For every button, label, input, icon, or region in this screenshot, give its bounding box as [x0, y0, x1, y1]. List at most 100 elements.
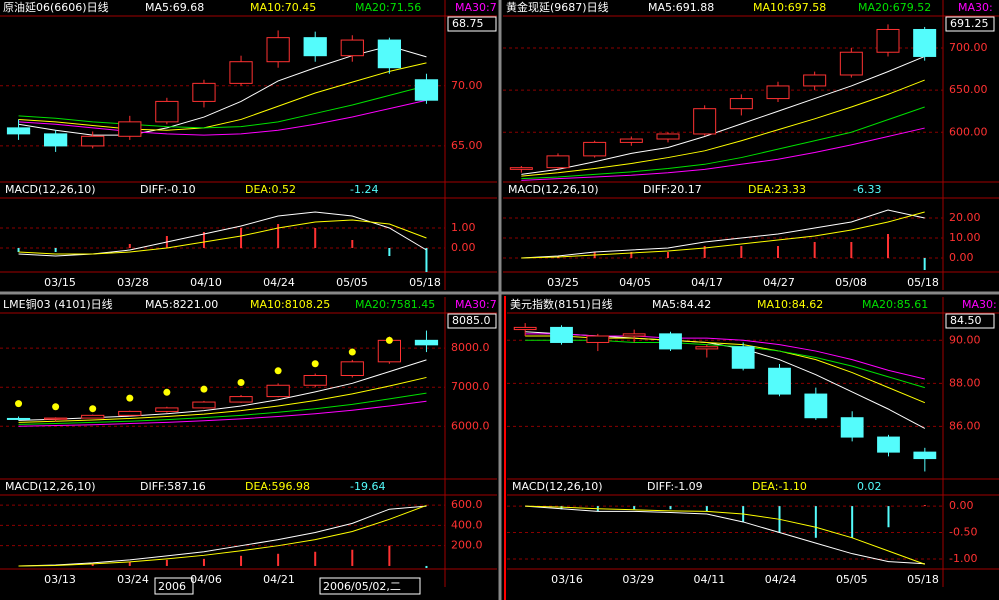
- candle-body: [768, 367, 791, 395]
- x-tick-label: 03/25: [547, 276, 579, 289]
- candle-body: [6, 127, 31, 135]
- cursor-year: 2006: [158, 580, 186, 593]
- panels: 原油延06(6606)日线 MA5:69.68 MA10:70.45 MA20:71.…: [0, 0, 999, 587]
- cursor-box: [319, 577, 421, 595]
- ma-line: [521, 55, 925, 175]
- candle-body: [44, 133, 68, 147]
- x-tick-label: 04/27: [763, 276, 795, 289]
- diff-label: DIFF:-1.09: [647, 480, 703, 493]
- sar-dot: [163, 388, 171, 396]
- candle-body: [656, 133, 680, 140]
- y-tick-label: 8000.0: [451, 341, 490, 354]
- sar-dot: [200, 385, 208, 393]
- macd-title: MACD(12,26,10): [5, 183, 96, 196]
- candle-body: [81, 135, 105, 147]
- candle-body: [731, 346, 755, 369]
- dea-label: DEA:23.33: [748, 183, 806, 196]
- y-tick-label: 650.00: [949, 83, 988, 96]
- price-box: [945, 313, 995, 329]
- candle-body: [695, 346, 719, 350]
- price-box: [447, 16, 497, 32]
- ma-line: [521, 127, 925, 181]
- last-price: 68.75: [452, 17, 484, 30]
- ma-line: [18, 392, 427, 425]
- candle-body: [586, 335, 610, 343]
- x-tick-label: 03/15: [44, 276, 76, 289]
- hist-label: 0.02: [857, 480, 882, 493]
- y-tick-label: 1.00: [451, 221, 476, 234]
- x-tick-label: 03/13: [44, 573, 76, 586]
- x-tick-label: 05/18: [409, 276, 441, 289]
- candle-body: [550, 326, 573, 343]
- candle-body: [622, 333, 646, 337]
- candle-body: [414, 339, 439, 346]
- diff-label: DIFF:20.17: [643, 183, 702, 196]
- ma-label: MA5:84.42: [652, 298, 711, 311]
- x-tick-label: 04/11: [694, 573, 726, 586]
- y-tick-label: 88.00: [949, 376, 981, 389]
- candle-body: [377, 39, 401, 69]
- y-tick-label: -1.00: [949, 552, 977, 565]
- y-tick-label: 200.0: [451, 539, 483, 552]
- ma-line: [18, 99, 427, 136]
- candle-body: [155, 407, 179, 412]
- x-tick-label: 04/17: [691, 276, 723, 289]
- candle-body: [876, 28, 900, 53]
- x-tick-label: 04/24: [263, 276, 295, 289]
- diff-line: [525, 505, 925, 565]
- candle-body: [546, 155, 570, 169]
- ma-label: MA20:71.56: [355, 1, 421, 14]
- dea-line: [525, 505, 926, 565]
- x-tick-label: 03/29: [622, 573, 654, 586]
- dea-label: DEA:596.98: [245, 480, 310, 493]
- x-tick-label: 04/05: [619, 276, 651, 289]
- panel-title: 美元指数(8151)日线: [510, 297, 613, 311]
- diff-label: DIFF:-0.10: [140, 183, 196, 196]
- price-box: [945, 16, 995, 32]
- candle-body: [877, 436, 900, 453]
- candle-body: [118, 121, 142, 137]
- ma-label: MA5:691.88: [648, 1, 714, 14]
- candle-body: [6, 417, 31, 420]
- ma-line: [18, 400, 427, 427]
- panel-title: 黄金现延(9687)日线: [506, 0, 609, 14]
- y-tick-label: 65.00: [451, 139, 483, 152]
- ma-label: MA20:679.52: [858, 1, 931, 14]
- ma-label: MA30:7: [455, 298, 497, 311]
- x-tick-label: 03/24: [117, 573, 149, 586]
- dea-label: DEA:-1.10: [752, 480, 807, 493]
- hist-label: -1.24: [350, 183, 378, 196]
- candle-body: [729, 98, 753, 110]
- y-tick-label: -0.50: [949, 526, 977, 539]
- diff-line: [18, 505, 427, 567]
- candle-body: [619, 138, 643, 143]
- x-tick-label: 03/28: [117, 276, 149, 289]
- candle-body: [803, 74, 827, 87]
- hist-label: -19.64: [350, 480, 385, 493]
- ma-label: MA10:8108.25: [250, 298, 330, 311]
- ma-line: [18, 62, 427, 131]
- y-tick-label: 600.00: [949, 125, 988, 138]
- candle-body: [303, 37, 327, 57]
- ma-label: MA20:85.61: [862, 298, 928, 311]
- y-tick-label: 0.00: [949, 499, 974, 512]
- candle-body: [81, 414, 105, 419]
- last-price: 691.25: [950, 17, 989, 30]
- candle-body: [766, 85, 790, 100]
- ma-line: [521, 106, 925, 180]
- x-tick-label: 03/16: [551, 573, 583, 586]
- candle-body: [583, 141, 607, 157]
- sar-dot: [274, 367, 282, 375]
- candle-body: [513, 326, 537, 331]
- x-tick-label: 05/18: [907, 573, 939, 586]
- candle-body: [229, 61, 253, 84]
- y-tick-label: 400.0: [451, 518, 483, 531]
- y-tick-label: 10.00: [949, 231, 981, 244]
- macd-title: MACD(12,26,10): [5, 480, 96, 493]
- candle-body: [192, 82, 216, 102]
- candle-body: [44, 417, 68, 420]
- x-tick-label: 04/10: [190, 276, 222, 289]
- y-tick-label: 86.00: [949, 419, 981, 432]
- sar-dot: [348, 348, 356, 356]
